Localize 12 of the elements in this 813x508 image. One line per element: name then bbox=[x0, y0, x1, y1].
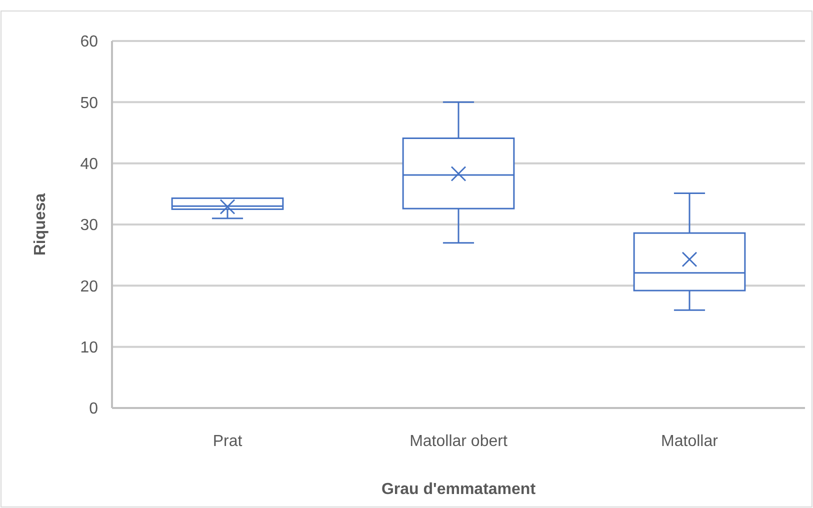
x-tick-label: Matollar bbox=[661, 433, 719, 450]
y-tick-label: 10 bbox=[80, 339, 98, 356]
y-tick-label: 30 bbox=[80, 217, 98, 234]
x-tick-label: Prat bbox=[212, 433, 243, 450]
y-axis-title: Riquesa bbox=[32, 193, 49, 256]
y-tick-label: 60 bbox=[80, 34, 98, 51]
x-axis-title: Grau d'emmatament bbox=[381, 481, 536, 498]
y-tick-label: 0 bbox=[89, 400, 98, 418]
y-tick-label: 50 bbox=[80, 94, 98, 112]
x-tick-label: Matollar obert bbox=[410, 433, 508, 450]
y-tick-label: 20 bbox=[80, 278, 98, 296]
y-tick-label: 40 bbox=[80, 156, 98, 173]
